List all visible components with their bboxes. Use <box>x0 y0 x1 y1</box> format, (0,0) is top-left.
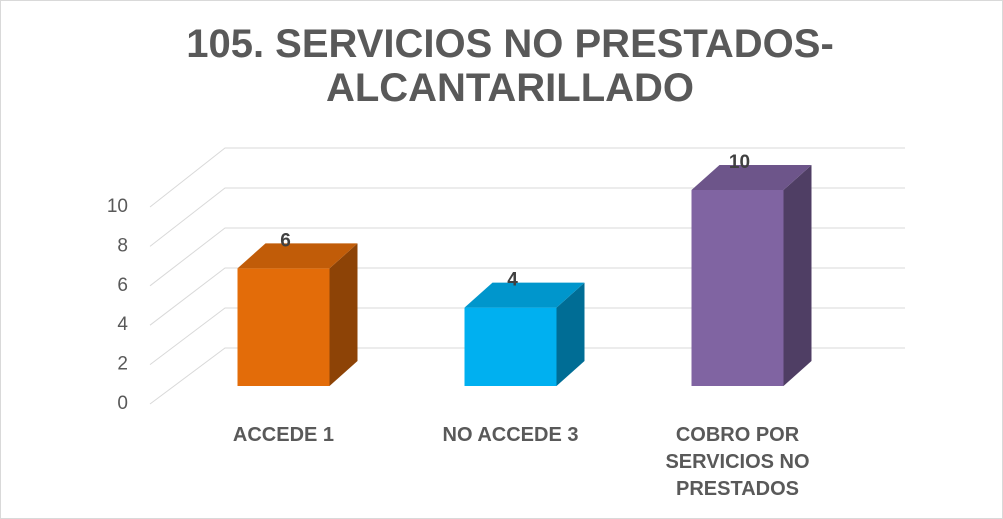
grid-line <box>149 187 905 247</box>
y-tick-label: 2 <box>117 354 128 375</box>
y-tick-label: 6 <box>117 275 128 296</box>
chart-title: 105. SERVICIOS NO PRESTADOS-ALCANTARILLA… <box>186 22 834 110</box>
data-label: 6 <box>280 230 291 251</box>
grid-line <box>149 347 905 405</box>
data-label: 4 <box>507 270 518 291</box>
data-label: 10 <box>729 152 750 173</box>
bar-side <box>556 282 585 386</box>
y-tick-label: 8 <box>117 235 128 256</box>
bar-front <box>464 307 557 386</box>
bar-top <box>237 243 358 269</box>
bar-side <box>783 165 812 386</box>
bar-top <box>691 165 812 190</box>
grid-line <box>149 267 905 326</box>
y-tick-label: 4 <box>117 314 128 335</box>
bar <box>464 282 585 386</box>
grid-line <box>149 307 905 365</box>
bar <box>691 165 812 386</box>
grid-line <box>149 147 905 208</box>
bar-front <box>237 268 330 386</box>
bar-side <box>329 243 358 386</box>
y-tick-label: 10 <box>107 196 128 217</box>
grid-line <box>149 227 905 287</box>
x-tick-label: COBRO POR SERVICIOS NO PRESTADOS <box>665 424 810 500</box>
x-tick-label: NO ACCEDE 3 <box>442 424 579 446</box>
bar-top <box>464 282 585 308</box>
bar <box>237 243 358 386</box>
x-tick-label: ACCEDE 1 <box>232 424 335 446</box>
y-tick-label: 0 <box>117 393 128 414</box>
bar-front <box>691 190 784 386</box>
